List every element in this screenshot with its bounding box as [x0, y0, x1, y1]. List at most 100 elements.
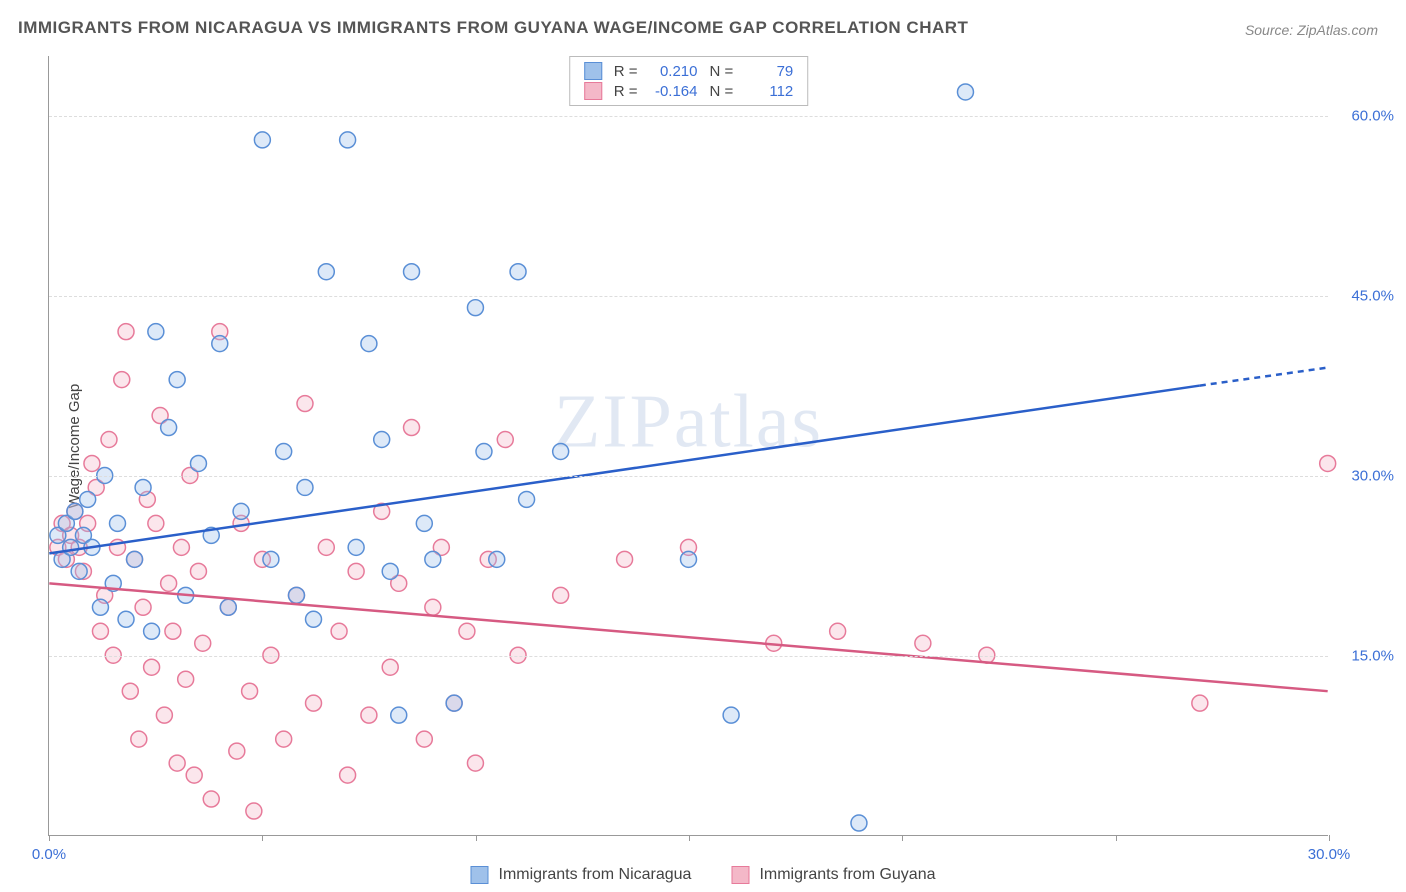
scatter-point-nicaragua — [361, 336, 377, 352]
scatter-point-guyana — [246, 803, 262, 819]
scatter-point-guyana — [178, 671, 194, 687]
scatter-point-guyana — [404, 420, 420, 436]
scatter-point-guyana — [195, 635, 211, 651]
scatter-point-guyana — [131, 731, 147, 747]
scatter-point-nicaragua — [297, 479, 313, 495]
scatter-point-nicaragua — [220, 599, 236, 615]
scatter-point-guyana — [459, 623, 475, 639]
legend-label-guyana: Immigrants from Guyana — [759, 866, 935, 884]
scatter-point-nicaragua — [306, 611, 322, 627]
gridline — [49, 476, 1328, 477]
scatter-point-guyana — [617, 551, 633, 567]
y-tick-label: 45.0% — [1334, 288, 1394, 305]
scatter-point-nicaragua — [110, 515, 126, 531]
scatter-point-nicaragua — [212, 336, 228, 352]
scatter-point-guyana — [348, 563, 364, 579]
scatter-point-guyana — [92, 623, 108, 639]
correlation-legend: R = 0.210 N = 79 R = -0.164 N = 112 — [569, 56, 809, 106]
gridline — [49, 296, 1328, 297]
scatter-point-guyana — [173, 539, 189, 555]
scatter-point-guyana — [190, 563, 206, 579]
scatter-point-guyana — [276, 731, 292, 747]
scatter-point-nicaragua — [127, 551, 143, 567]
scatter-point-guyana — [553, 587, 569, 603]
scatter-point-nicaragua — [681, 551, 697, 567]
scatter-point-nicaragua — [723, 707, 739, 723]
scatter-point-guyana — [101, 432, 117, 448]
scatter-point-nicaragua — [416, 515, 432, 531]
n-value-nicaragua: 79 — [741, 63, 793, 80]
scatter-point-nicaragua — [118, 611, 134, 627]
scatter-point-guyana — [915, 635, 931, 651]
scatter-point-nicaragua — [254, 132, 270, 148]
regression-line-guyana — [49, 583, 1327, 691]
scatter-point-guyana — [467, 755, 483, 771]
regression-line-nicaragua — [49, 386, 1200, 554]
scatter-point-nicaragua — [71, 563, 87, 579]
scatter-point-nicaragua — [169, 372, 185, 388]
scatter-point-guyana — [340, 767, 356, 783]
scatter-point-nicaragua — [851, 815, 867, 831]
scatter-point-guyana — [135, 599, 151, 615]
scatter-point-nicaragua — [190, 455, 206, 471]
legend-item-nicaragua: Immigrants from Nicaragua — [470, 866, 691, 884]
y-tick-label: 60.0% — [1334, 108, 1394, 125]
scatter-point-nicaragua — [510, 264, 526, 280]
scatter-point-guyana — [122, 683, 138, 699]
gridline — [49, 116, 1328, 117]
scatter-point-guyana — [318, 539, 334, 555]
swatch-guyana-icon — [731, 866, 749, 884]
plot-area: ZIPatlas R = 0.210 N = 79 R = -0.164 N =… — [48, 56, 1328, 836]
scatter-point-guyana — [229, 743, 245, 759]
scatter-point-nicaragua — [340, 132, 356, 148]
scatter-point-nicaragua — [382, 563, 398, 579]
scatter-point-nicaragua — [233, 503, 249, 519]
scatter-point-guyana — [425, 599, 441, 615]
swatch-nicaragua — [584, 62, 602, 80]
scatter-point-nicaragua — [374, 432, 390, 448]
y-tick-label: 15.0% — [1334, 648, 1394, 665]
x-tick — [1116, 835, 1117, 841]
scatter-point-guyana — [84, 455, 100, 471]
r-value-nicaragua: 0.210 — [646, 63, 698, 80]
scatter-point-nicaragua — [135, 479, 151, 495]
scatter-point-nicaragua — [348, 539, 364, 555]
scatter-point-guyana — [306, 695, 322, 711]
scatter-point-nicaragua — [263, 551, 279, 567]
legend-row-nicaragua: R = 0.210 N = 79 — [584, 61, 794, 81]
x-tick-label: 30.0% — [1308, 846, 1351, 863]
scatter-point-guyana — [144, 659, 160, 675]
n-label: N = — [710, 83, 734, 100]
scatter-point-nicaragua — [476, 444, 492, 460]
x-tick — [902, 835, 903, 841]
scatter-point-guyana — [161, 575, 177, 591]
y-tick-label: 30.0% — [1334, 468, 1394, 485]
source-attribution: Source: ZipAtlas.com — [1245, 22, 1378, 38]
r-value-guyana: -0.164 — [646, 83, 698, 100]
scatter-point-guyana — [361, 707, 377, 723]
n-value-guyana: 112 — [741, 83, 793, 100]
n-label: N = — [710, 63, 734, 80]
scatter-point-nicaragua — [92, 599, 108, 615]
scatter-point-guyana — [203, 791, 219, 807]
scatter-point-nicaragua — [80, 491, 96, 507]
scatter-point-nicaragua — [404, 264, 420, 280]
scatter-point-guyana — [382, 659, 398, 675]
scatter-point-guyana — [169, 755, 185, 771]
scatter-point-nicaragua — [519, 491, 535, 507]
scatter-point-guyana — [156, 707, 172, 723]
x-tick — [262, 835, 263, 841]
scatter-point-guyana — [416, 731, 432, 747]
swatch-guyana — [584, 82, 602, 100]
scatter-point-guyana — [242, 683, 258, 699]
scatter-point-guyana — [1192, 695, 1208, 711]
x-tick — [689, 835, 690, 841]
scatter-point-nicaragua — [489, 551, 505, 567]
scatter-point-nicaragua — [957, 84, 973, 100]
scatter-point-guyana — [165, 623, 181, 639]
scatter-point-nicaragua — [446, 695, 462, 711]
scatter-point-nicaragua — [425, 551, 441, 567]
x-tick — [476, 835, 477, 841]
scatter-point-nicaragua — [63, 539, 79, 555]
chart-title: IMMIGRANTS FROM NICARAGUA VS IMMIGRANTS … — [18, 18, 968, 38]
